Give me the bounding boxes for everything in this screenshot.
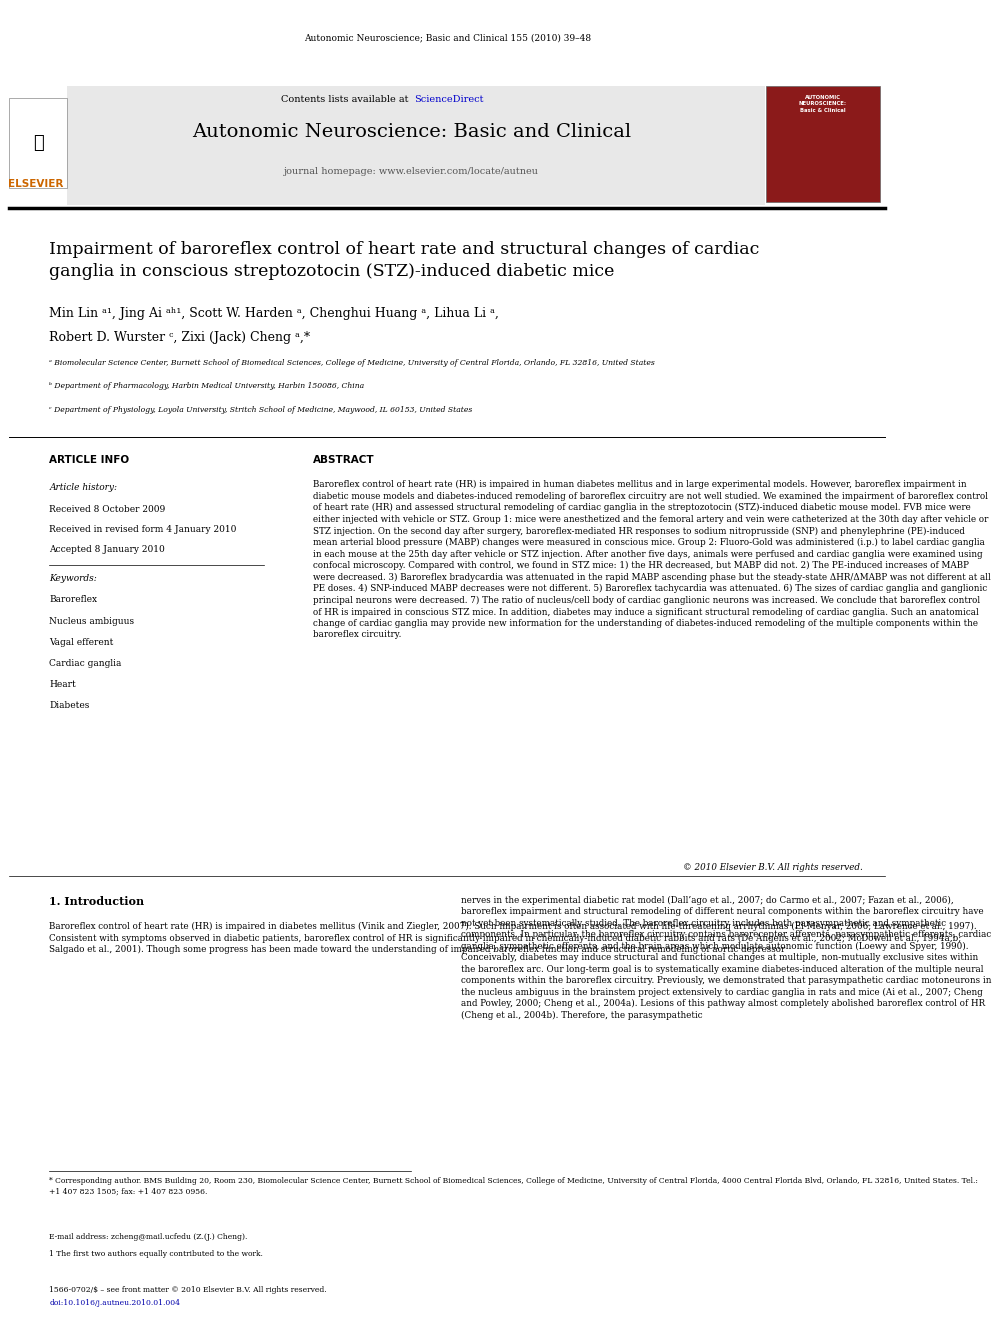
Text: Autonomic Neuroscience; Basic and Clinical 155 (2010) 39–48: Autonomic Neuroscience; Basic and Clinic… — [304, 33, 590, 42]
Text: ᵃ Biomolecular Science Center, Burnett School of Biomedical Sciences, College of: ᵃ Biomolecular Science Center, Burnett S… — [50, 359, 655, 366]
Text: ARTICLE INFO: ARTICLE INFO — [50, 455, 129, 466]
Text: 1566-0702/$ – see front matter © 2010 Elsevier B.V. All rights reserved.: 1566-0702/$ – see front matter © 2010 El… — [50, 1286, 326, 1294]
Text: Robert D. Wurster ᶜ, Zixi (Jack) Cheng ᵃ,*: Robert D. Wurster ᶜ, Zixi (Jack) Cheng ᵃ… — [50, 331, 310, 344]
Text: © 2010 Elsevier B.V. All rights reserved.: © 2010 Elsevier B.V. All rights reserved… — [683, 863, 863, 872]
FancyBboxPatch shape — [9, 98, 67, 188]
FancyBboxPatch shape — [766, 86, 880, 202]
Text: Diabetes: Diabetes — [50, 701, 89, 710]
FancyBboxPatch shape — [67, 86, 765, 205]
Text: Received in revised form 4 January 2010: Received in revised form 4 January 2010 — [50, 525, 236, 534]
Text: journal homepage: www.elsevier.com/locate/autneu: journal homepage: www.elsevier.com/locat… — [284, 167, 539, 176]
Text: 🌳: 🌳 — [33, 134, 44, 152]
Text: Min Lin ᵃ¹, Jing Ai ᵃʰ¹, Scott W. Harden ᵃ, Chenghui Huang ᵃ, Lihua Li ᵃ,: Min Lin ᵃ¹, Jing Ai ᵃʰ¹, Scott W. Harden… — [50, 307, 499, 320]
Text: E-mail address: zcheng@mail.ucfedu (Z.(J.) Cheng).: E-mail address: zcheng@mail.ucfedu (Z.(J… — [50, 1233, 248, 1241]
Text: ᵇ Department of Pharmacology, Harbin Medical University, Harbin 150086, China: ᵇ Department of Pharmacology, Harbin Med… — [50, 382, 364, 390]
Text: Received 8 October 2009: Received 8 October 2009 — [50, 505, 166, 515]
Text: Baroreflex: Baroreflex — [50, 595, 97, 605]
Text: Autonomic Neuroscience: Basic and Clinical: Autonomic Neuroscience: Basic and Clinic… — [191, 123, 631, 142]
Text: Impairment of baroreflex control of heart rate and structural changes of cardiac: Impairment of baroreflex control of hear… — [50, 241, 760, 280]
Text: ABSTRACT: ABSTRACT — [313, 455, 375, 466]
Text: Cardiac ganglia: Cardiac ganglia — [50, 659, 122, 668]
Text: Accepted 8 January 2010: Accepted 8 January 2010 — [50, 545, 165, 554]
Text: ScienceDirect: ScienceDirect — [414, 95, 483, 105]
Text: Baroreflex control of heart rate (HR) is impaired in human diabetes mellitus and: Baroreflex control of heart rate (HR) is… — [313, 480, 991, 639]
Text: ᶜ Department of Physiology, Loyola University, Stritch School of Medicine, Maywo: ᶜ Department of Physiology, Loyola Unive… — [50, 406, 472, 414]
Text: Contents lists available at: Contents lists available at — [281, 95, 412, 105]
Text: doi:10.1016/j.autneu.2010.01.004: doi:10.1016/j.autneu.2010.01.004 — [50, 1299, 181, 1307]
Text: nerves in the experimental diabetic rat model (Dall’ago et al., 2007; do Carmo e: nerves in the experimental diabetic rat … — [460, 896, 991, 1020]
Text: Baroreflex control of heart rate (HR) is impaired in diabetes mellitus (Vinik an: Baroreflex control of heart rate (HR) is… — [50, 922, 977, 954]
Text: 1. Introduction: 1. Introduction — [50, 896, 144, 906]
Text: Keywords:: Keywords: — [50, 574, 97, 583]
Text: AUTONOMIC
NEUROSCIENCE:
Basic & Clinical: AUTONOMIC NEUROSCIENCE: Basic & Clinical — [799, 95, 847, 112]
Text: Nucleus ambiguus: Nucleus ambiguus — [50, 617, 134, 626]
Text: Article history:: Article history: — [50, 483, 117, 492]
Text: Heart: Heart — [50, 680, 76, 689]
Text: ELSEVIER: ELSEVIER — [8, 179, 63, 189]
Text: Vagal efferent: Vagal efferent — [50, 638, 113, 647]
Text: * Corresponding author. BMS Building 20, Room 230, Biomolecular Science Center, : * Corresponding author. BMS Building 20,… — [50, 1177, 978, 1195]
Text: 1 The first two authors equally contributed to the work.: 1 The first two authors equally contribu… — [50, 1250, 263, 1258]
